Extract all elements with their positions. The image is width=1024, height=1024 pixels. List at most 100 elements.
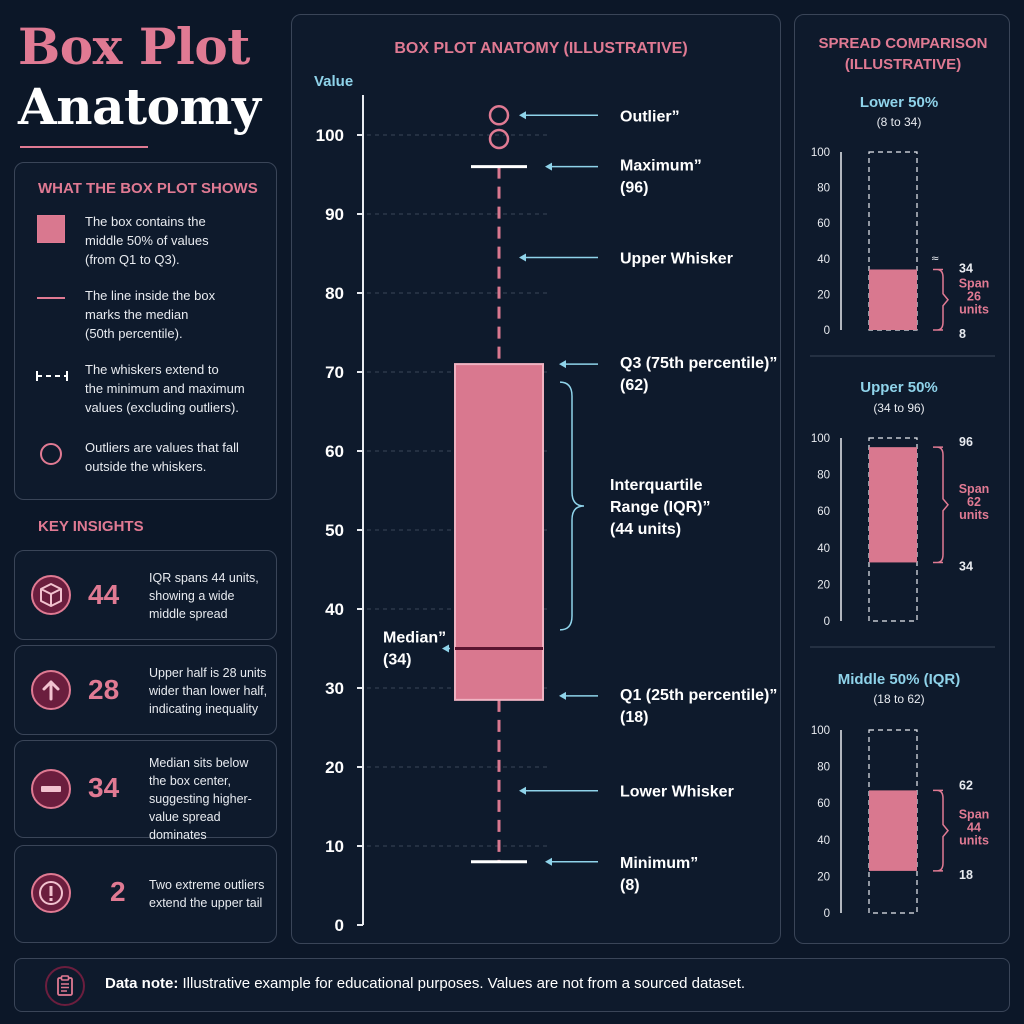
minus-icon xyxy=(31,769,71,809)
insight-line: indicating inequality xyxy=(149,702,259,716)
span-label: units xyxy=(959,508,989,522)
annotation-arrow-head xyxy=(559,691,566,700)
annotation-label: (62) xyxy=(620,377,648,394)
box-swatch-icon xyxy=(37,215,65,243)
legend-heading: WHAT THE BOX PLOT SHOWS xyxy=(38,180,258,197)
spread-bar xyxy=(869,269,917,330)
whisker-icon xyxy=(36,371,68,381)
range-top-label: 34 xyxy=(959,261,973,275)
data-note: Data note: Illustrative example for educ… xyxy=(14,958,1010,1012)
annotation-label: Range (IQR)” xyxy=(610,499,710,516)
insight-value: 28 xyxy=(88,674,120,705)
legend-item-outliers: Outliers are values that fall outside th… xyxy=(85,438,239,476)
span-label: Span xyxy=(959,808,990,822)
insight-card: 2 Two extreme outliers extend the upper … xyxy=(14,845,277,943)
panel-title-line2: (ILLUSTRATIVE) xyxy=(845,56,961,73)
page-title-line2: Anatomy xyxy=(18,77,261,136)
y-tick-label: 80 xyxy=(325,284,344,303)
spread-charts: SPREAD COMPARISON (ILLUSTRATIVE) Lower 50%… xyxy=(810,35,995,920)
annotation-label: Median” xyxy=(383,630,446,647)
insight-line: wider than lower half, xyxy=(149,684,268,698)
mini-y-tick-label: 0 xyxy=(824,908,830,920)
annotation-arrow-head xyxy=(519,253,526,262)
exclamation-icon xyxy=(31,873,71,913)
iqr-bracket xyxy=(559,381,585,631)
annotation-label: (8) xyxy=(620,877,640,894)
insight-value: 34 xyxy=(88,772,120,803)
outlier-point xyxy=(488,105,510,126)
legend-line: Outliers are values that fall xyxy=(85,440,239,455)
mini-chart-subtitle: (34 to 96) xyxy=(873,401,924,415)
insight-value: 2 xyxy=(110,876,126,907)
page-title-line1: Box Plot xyxy=(18,17,250,76)
annotation-arrow-head xyxy=(559,360,566,369)
outlier-point xyxy=(488,128,510,150)
y-tick-label: 20 xyxy=(325,758,344,777)
y-tick-label: 30 xyxy=(325,679,344,698)
mini-y-tick-label: 100 xyxy=(811,725,830,737)
legend-line: (from Q1 to Q3). xyxy=(85,252,180,267)
annotation-arrow-head xyxy=(519,786,526,795)
mini-y-tick-label: 80 xyxy=(817,762,830,774)
data-note-label: Data note: xyxy=(105,975,179,992)
chart-title: BOX PLOT ANATOMY (ILLUSTRATIVE) xyxy=(394,40,687,57)
annotation-label: (18) xyxy=(620,709,648,726)
range-bottom-label: 34 xyxy=(959,559,973,573)
mini-y-tick-label: 20 xyxy=(817,289,830,301)
insight-line: Median sits below xyxy=(149,756,249,770)
y-tick-label: 90 xyxy=(325,205,344,224)
y-tick-label: 40 xyxy=(325,600,344,619)
insight-value: 44 xyxy=(88,579,120,610)
annotation-label: Interquartile xyxy=(610,477,703,494)
data-note-text: Data note: Illustrative example for educ… xyxy=(105,975,745,992)
span-bracket xyxy=(933,268,949,331)
y-tick-label: 70 xyxy=(325,363,344,382)
legend-line: The line inside the box xyxy=(85,288,216,303)
annotation-label: Minimum” xyxy=(620,855,698,872)
annotation-arrow-head xyxy=(519,111,526,120)
spread-bar xyxy=(869,447,917,563)
cube-icon xyxy=(31,575,71,615)
legend-line: (50th percentile). xyxy=(85,326,183,341)
median-line-icon xyxy=(37,297,65,299)
panel-title: SPREAD COMPARISON xyxy=(819,35,988,52)
insight-line: value spread dominates xyxy=(149,810,221,842)
legend-line: marks the median xyxy=(85,307,189,322)
insight-line: middle spread xyxy=(149,607,228,621)
annotation-label: Maximum” xyxy=(620,158,702,175)
insight-text: IQR spans 44 units, showing a wide middl… xyxy=(149,569,259,623)
insight-card: 44 IQR spans 44 units, showing a wide mi… xyxy=(14,550,277,640)
legend-line: middle 50% of values xyxy=(85,233,209,248)
range-top-label: 62 xyxy=(959,778,973,792)
arrow-up-icon xyxy=(31,670,71,710)
insight-line: suggesting higher- xyxy=(149,792,252,806)
mini-y-tick-label: 60 xyxy=(817,506,830,518)
insight-line: Two extreme outliers xyxy=(149,878,265,892)
insight-line: showing a wide xyxy=(149,589,235,603)
y-tick-label: 100 xyxy=(316,126,344,145)
boxplot-panel: BOX PLOT ANATOMY (ILLUSTRATIVE) Value 0 10 2… xyxy=(291,14,781,944)
outlier-circle-icon xyxy=(40,443,62,465)
span-label: units xyxy=(959,303,989,317)
mini-y-tick-label: 20 xyxy=(817,871,830,883)
legend-line: The whiskers extend to xyxy=(85,362,219,377)
mini-y-tick-label: 40 xyxy=(817,254,830,266)
insight-text: Upper half is 28 units wider than lower … xyxy=(149,664,267,718)
range-bottom-label: 8 xyxy=(959,327,966,341)
mini-y-tick-label: 0 xyxy=(824,325,830,337)
span-label: 62 xyxy=(967,495,981,509)
span-label: 26 xyxy=(967,290,981,304)
mini-chart-title: Middle 50% (IQR) xyxy=(838,671,961,688)
legend-item-box: The box contains the middle 50% of value… xyxy=(85,212,209,269)
y-tick-label: 10 xyxy=(325,837,344,856)
mini-chart-title: Upper 50% xyxy=(860,379,938,396)
insight-text: Median sits below the box center, sugges… xyxy=(149,754,276,844)
full-range-frame xyxy=(868,151,918,331)
mini-chart-subtitle: (8 to 34) xyxy=(877,115,922,129)
annotation-label: Q1 (25th percentile)” xyxy=(620,687,777,704)
legend-item-whiskers: The whiskers extend to the minimum and m… xyxy=(85,360,245,417)
iqr-box xyxy=(454,363,544,701)
mini-y-tick-label: 60 xyxy=(817,798,830,810)
insight-line: extend the upper tail xyxy=(149,896,263,910)
range-bottom-label: 18 xyxy=(959,868,973,882)
